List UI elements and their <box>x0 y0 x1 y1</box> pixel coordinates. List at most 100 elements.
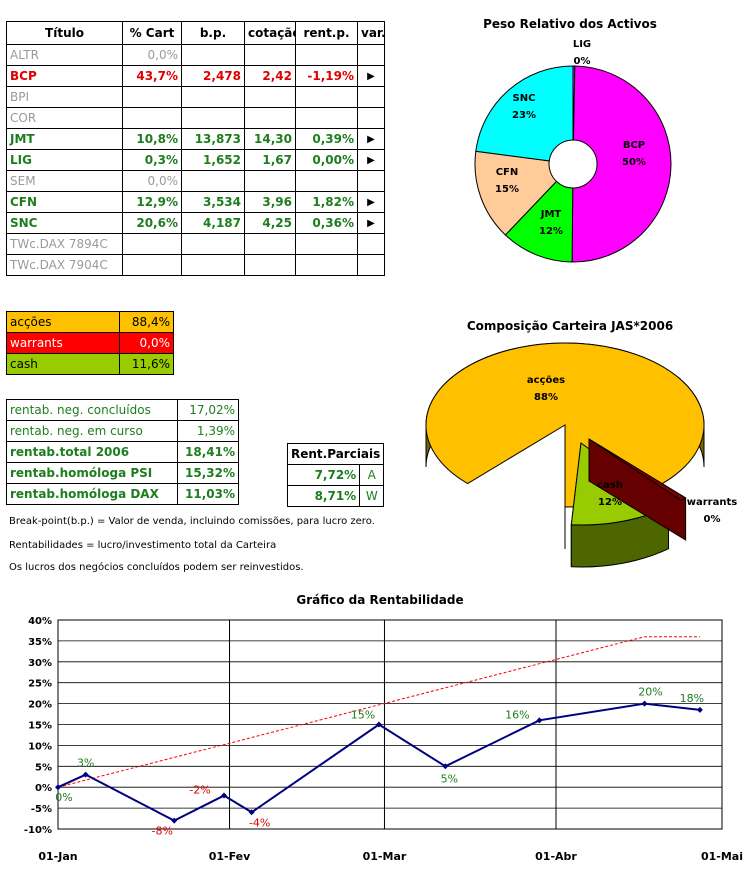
data-label: -4% <box>249 816 270 829</box>
pie1-slice-bcp <box>571 65 672 263</box>
holding-row: LIG 0,3% 1,652 1,67 0,00% ▶ <box>6 149 385 171</box>
holding-price: 2,42 <box>244 65 296 87</box>
holding-return: 0,00% <box>295 149 358 171</box>
holding-return: 0,39% <box>295 128 358 150</box>
x-tick-label: 01-Abr <box>535 850 577 863</box>
holding-var-arrow[interactable] <box>357 170 385 192</box>
data-point <box>375 721 382 728</box>
holding-var-arrow[interactable] <box>357 233 385 255</box>
holding-return <box>295 254 358 276</box>
pie1-label-pct: 12% <box>539 226 563 237</box>
partial-return-letter: W <box>359 485 385 507</box>
holding-pct: 0,0% <box>122 44 182 66</box>
pie2-label-name: cash <box>597 480 623 491</box>
holding-breakpoint: 1,652 <box>181 149 245 171</box>
pie2-slice-accoes <box>425 342 705 508</box>
data-point <box>641 700 648 707</box>
holding-breakpoint: 2,478 <box>181 65 245 87</box>
pie2-label-pct: 88% <box>534 392 558 403</box>
pie1-label-pct: 0% <box>574 56 591 67</box>
holding-pct: 43,7% <box>122 65 182 87</box>
data-label: 3% <box>77 757 94 770</box>
return-value: 17,02% <box>177 399 239 421</box>
data-label: 16% <box>505 708 529 721</box>
pie1-label-name: LIG <box>573 39 591 50</box>
holding-symbol: LIG <box>6 149 123 171</box>
holding-price <box>244 233 296 255</box>
y-tick-label: 10% <box>28 741 52 752</box>
holding-var-arrow[interactable]: ▶ <box>357 191 385 213</box>
x-tick-label: 01-Fev <box>209 850 251 863</box>
allocation-label: warrants <box>5 332 121 354</box>
holding-var-arrow[interactable]: ▶ <box>357 65 385 87</box>
partial-returns-header: Rent.Parciais <box>286 443 385 465</box>
holding-var-arrow[interactable] <box>357 86 385 108</box>
holdings-header-row: Título % Cart b.p. cotação rent.p. var. <box>6 21 385 45</box>
holding-var-arrow[interactable]: ▶ <box>357 149 385 171</box>
holding-var-arrow[interactable] <box>357 254 385 276</box>
holding-pct: 0,3% <box>122 149 182 171</box>
pie1-label-pct: 50% <box>622 157 646 168</box>
holding-symbol: ALTR <box>6 44 123 66</box>
data-label: 0% <box>55 791 72 804</box>
returns-line-chart: -10%-5%0%5%10%15%20%25%30%35%40%01-Jan 01… <box>24 616 743 863</box>
holding-row: BCP 43,7% 2,478 2,42 -1,19% ▶ <box>6 65 385 87</box>
target-line <box>57 636 700 788</box>
holding-symbol: CFN <box>6 191 123 213</box>
plot-area <box>57 619 723 830</box>
holding-pct: 10,8% <box>122 128 182 150</box>
holding-price: 4,25 <box>244 212 296 234</box>
y-tick-label: 15% <box>28 721 52 732</box>
data-point <box>171 817 178 824</box>
holding-price: 14,30 <box>244 128 296 150</box>
holding-row: ALTR 0,0% <box>6 44 385 66</box>
data-label: 20% <box>638 686 662 699</box>
holding-var-arrow[interactable]: ▶ <box>357 128 385 150</box>
data-label: -2% <box>189 784 210 797</box>
return-label: rentab.homóloga PSI <box>5 462 179 484</box>
return-label: rentab.homóloga DAX <box>5 483 179 505</box>
pie1-title: Peso Relativo dos Activos <box>483 17 657 31</box>
holdings-table: Título % Cart b.p. cotação rent.p. var. … <box>6 21 385 276</box>
pie1-slice-cfn <box>474 150 558 236</box>
partial-return-value: 8,71% <box>286 485 361 507</box>
holding-var-arrow[interactable] <box>357 107 385 129</box>
y-tick-label: 40% <box>28 616 52 627</box>
allocation-row: cash 11,6% <box>5 353 174 375</box>
holding-symbol: JMT <box>6 128 123 150</box>
col-header: var. <box>357 21 385 45</box>
holding-row: SNC 20,6% 4,187 4,25 0,36% ▶ <box>6 212 385 234</box>
holding-pct <box>122 86 182 108</box>
holding-pct: 12,9% <box>122 191 182 213</box>
holding-breakpoint <box>181 44 245 66</box>
pie2-label-name: warrants <box>687 497 737 508</box>
holding-return <box>295 170 358 192</box>
partial-return-letter: A <box>359 464 385 486</box>
y-tick-label: 30% <box>28 658 52 669</box>
y-tick-label: 5% <box>35 762 52 773</box>
return-row: rentab. neg. em curso 1,39% <box>5 420 239 442</box>
y-tick-label: 20% <box>28 700 52 711</box>
return-value: 11,03% <box>177 483 239 505</box>
holding-var-arrow[interactable]: ▶ <box>357 212 385 234</box>
pie2-label-pct: 12% <box>598 497 622 508</box>
allocation-table: acções 88,4% warrants 0,0% cash 11,6% <box>5 311 174 375</box>
holding-symbol: TWc.DAX 7904C <box>6 254 123 276</box>
col-header: rent.p. <box>295 21 358 45</box>
returns-line <box>57 702 700 822</box>
holding-var-arrow[interactable] <box>357 44 385 66</box>
holding-symbol: BCP <box>6 65 123 87</box>
chart-title: Gráfico da Rentabilidade <box>296 593 464 607</box>
holding-row: SEM 0,0% <box>6 170 385 192</box>
holding-breakpoint: 3,534 <box>181 191 245 213</box>
col-header: b.p. <box>181 21 245 45</box>
note-profits: Os lucros dos negócios concluídos podem … <box>9 562 304 573</box>
x-tick-label: 01-Mar <box>363 850 407 863</box>
holding-row: COR <box>6 107 385 129</box>
holding-row: TWc.DAX 7894C <box>6 233 385 255</box>
partial-return-value: 7,72% <box>286 464 361 486</box>
holding-breakpoint <box>181 254 245 276</box>
asset-weight-pie: LIG 0% BCP 50% JMT 12% CFN 15% SNC 23% <box>474 39 672 263</box>
holding-price <box>244 107 296 129</box>
y-tick-label: -5% <box>31 804 52 815</box>
